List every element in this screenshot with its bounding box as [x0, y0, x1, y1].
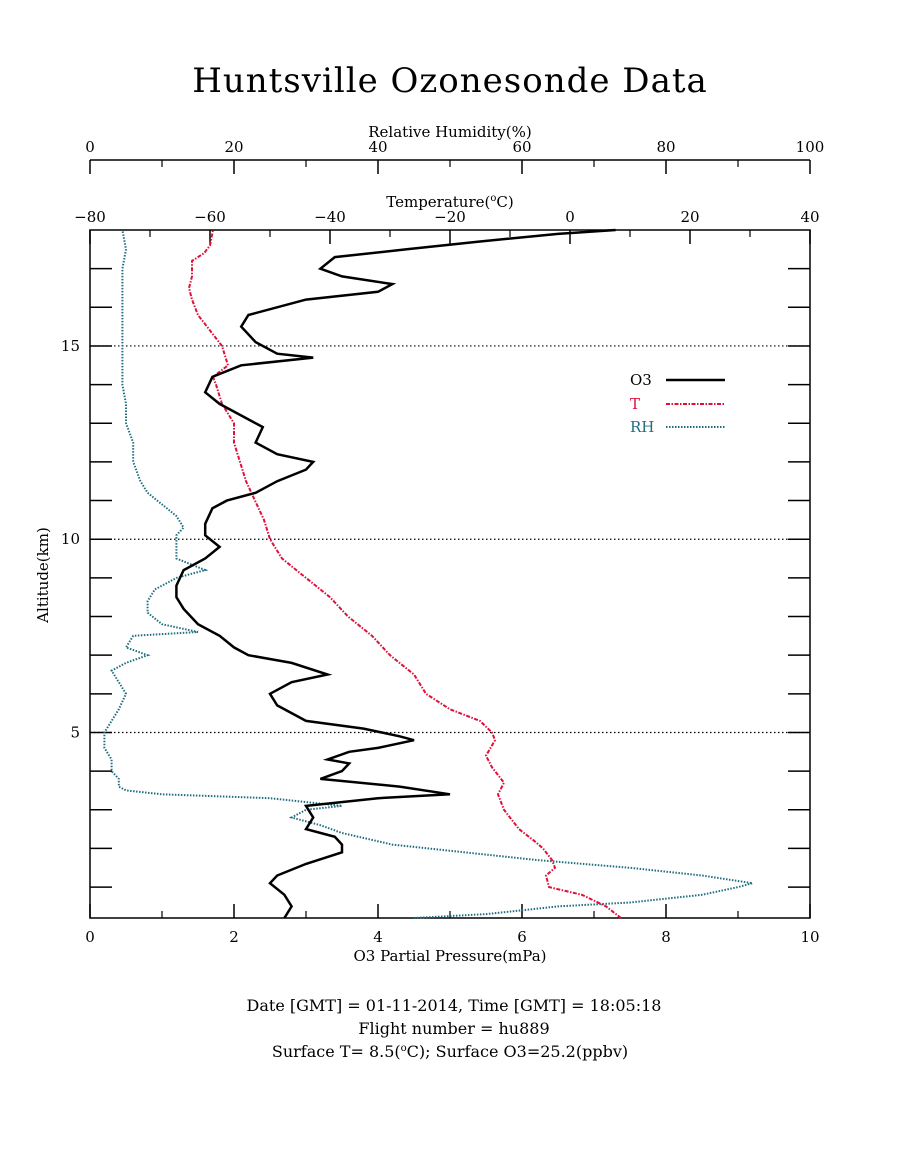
- rh-tick-label: 20: [224, 138, 243, 156]
- legend-t-label: T: [630, 395, 640, 413]
- altitude-ticks: 5 10 15: [61, 267, 810, 888]
- footer-flight-number: Flight number = hu889: [358, 1019, 549, 1038]
- legend-o3-label: O3: [630, 371, 652, 389]
- alt-tick-label: 15: [61, 337, 80, 355]
- rh-tick-label: 80: [656, 138, 675, 156]
- rh-tick-label: 0: [85, 138, 95, 156]
- series-rh-line: [103, 229, 753, 919]
- temp-tick-label: −80: [74, 208, 106, 226]
- ozone-ticks: 0 2 4 6 8 10: [85, 904, 820, 946]
- alt-tick-label: 5: [70, 723, 80, 741]
- footer-date-time: Date [GMT] = 01-11-2014, Time [GMT] = 18…: [247, 996, 662, 1015]
- temp-tick-label: 40: [800, 208, 819, 226]
- legend: O3 T RH: [630, 371, 725, 436]
- temp-tick-label: −40: [314, 208, 346, 226]
- rh-tick-label: 100: [796, 138, 825, 156]
- rh-tick-label: 60: [512, 138, 531, 156]
- temp-tick-label: 0: [565, 208, 575, 226]
- temp-tick-label: −20: [434, 208, 466, 226]
- humidity-ticks: 0 20 40 60 80 100: [85, 138, 824, 174]
- o3-tick-label: 2: [229, 928, 239, 946]
- temp-tick-label: 20: [680, 208, 699, 226]
- temperature-ticks: −80 −60 −40 −20 0 20 40: [74, 208, 820, 244]
- series-t-line: [187, 229, 622, 919]
- humidity-axis-label: Relative Humidity(%): [368, 123, 531, 141]
- o3-tick-label: 4: [373, 928, 383, 946]
- footer-surface-values: Surface T= 8.5(oC); Surface O3=25.2(ppbv…: [272, 1042, 628, 1061]
- legend-rh-label: RH: [630, 418, 654, 436]
- altitude-axis-label: Altitude(km): [34, 527, 52, 624]
- alt-tick-label: 10: [61, 530, 80, 548]
- ozone-axis-label: O3 Partial Pressure(mPa): [353, 947, 546, 965]
- temperature-axis-label: Temperature(oC): [386, 193, 514, 211]
- rh-tick-label: 40: [368, 138, 387, 156]
- o3-tick-label: 6: [517, 928, 527, 946]
- o3-tick-label: 10: [800, 928, 819, 946]
- plot-frame: [89, 229, 811, 919]
- o3-tick-label: 8: [661, 928, 671, 946]
- o3-tick-label: 0: [85, 928, 95, 946]
- series-o3-line: [175, 228, 616, 919]
- temp-tick-label: −60: [194, 208, 226, 226]
- chart-title: Huntsville Ozonesonde Data: [192, 61, 708, 101]
